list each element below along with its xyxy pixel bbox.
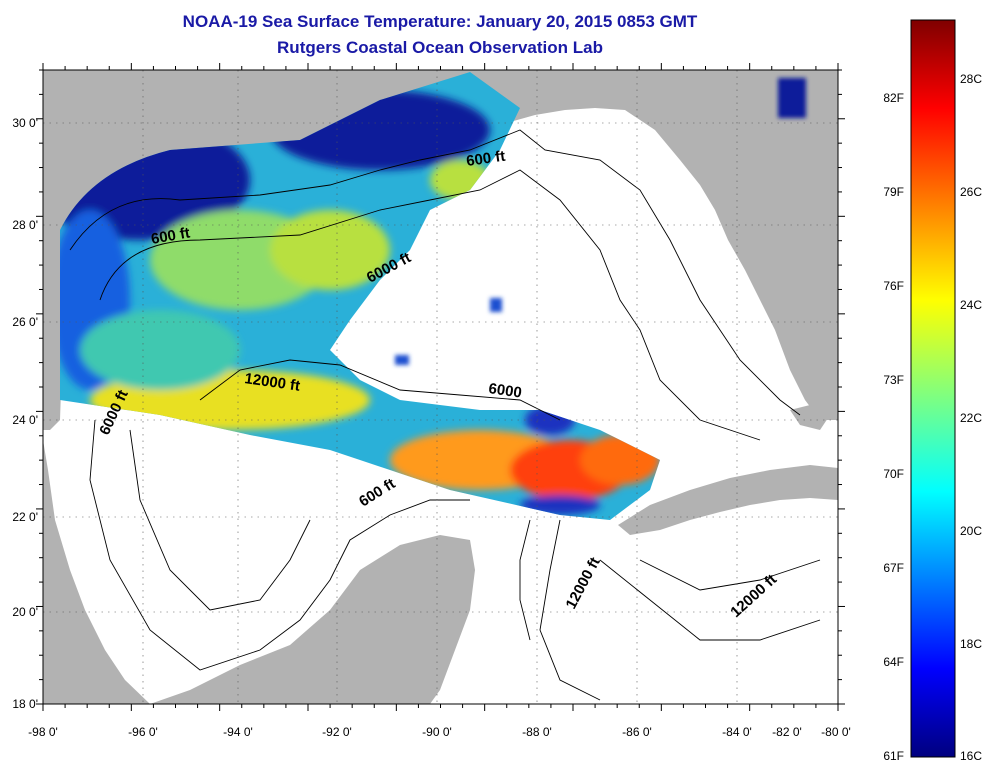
celsius-label: 20C [960,524,982,538]
lon-tick-label: -90 0' [422,725,452,739]
fahrenheit-label: 70F [883,467,904,481]
lon-tick-label: -98 0' [28,725,58,739]
lat-tick-label: 30 0' [12,116,38,130]
map-title: NOAA-19 Sea Surface Temperature: January… [182,12,698,31]
celsius-label: 22C [960,411,982,425]
fahrenheit-label: 79F [883,185,904,199]
lon-tick-label: -94 0' [223,725,253,739]
fahrenheit-label: 82F [883,91,904,105]
longitude-labels: -98 0' -96 0' -94 0' -92 0' -90 0' -88 0… [28,725,851,739]
lon-tick-label: -82 0' [772,725,802,739]
lon-tick-label: -92 0' [322,725,352,739]
latitude-labels: 30 0' 28 0' 26 0' 24 0' 22 0' 20 0' 18 0… [12,116,38,711]
colorbar-celsius-labels: 28C 26C 24C 22C 20C 18C 16C [960,72,982,763]
lon-tick-label: -84 0' [722,725,752,739]
lat-tick-label: 26 0' [12,315,38,329]
graticule [43,70,838,704]
lat-tick-label: 28 0' [12,218,38,232]
bathymetry-contours [69,129,821,701]
map-subtitle: Rutgers Coastal Ocean Observation Lab [277,38,603,57]
lat-tick-label: 24 0' [12,413,38,427]
colorbar: 82F 79F 76F 73F 70F 67F 64F 61F 28C 26C … [883,19,982,763]
contour-label: 600 ft [465,148,506,170]
fahrenheit-label: 73F [883,373,904,387]
sst-patches [395,78,806,365]
celsius-label: 24C [960,298,982,312]
colorbar-gradient [910,19,956,758]
contour-label: 6000 [487,380,522,401]
lon-tick-label: -80 0' [821,725,851,739]
fahrenheit-label: 61F [883,749,904,763]
fahrenheit-label: 64F [883,655,904,669]
lat-tick-label: 20 0' [12,605,38,619]
contour-label: 600 ft [150,224,192,248]
celsius-label: 18C [960,637,982,651]
celsius-label: 28C [960,72,982,86]
lon-tick-label: -96 0' [128,725,158,739]
frame-ticks [36,63,845,711]
celsius-label: 26C [960,185,982,199]
colorbar-fahrenheit-labels: 82F 79F 76F 73F 70F 67F 64F 61F [883,91,904,763]
lat-tick-label: 18 0' [12,697,38,711]
lat-tick-label: 22 0' [12,510,38,524]
lon-tick-label: -86 0' [622,725,652,739]
celsius-label: 16C [960,749,982,763]
fahrenheit-label: 76F [883,279,904,293]
lon-tick-label: -88 0' [522,725,552,739]
fahrenheit-label: 67F [883,561,904,575]
